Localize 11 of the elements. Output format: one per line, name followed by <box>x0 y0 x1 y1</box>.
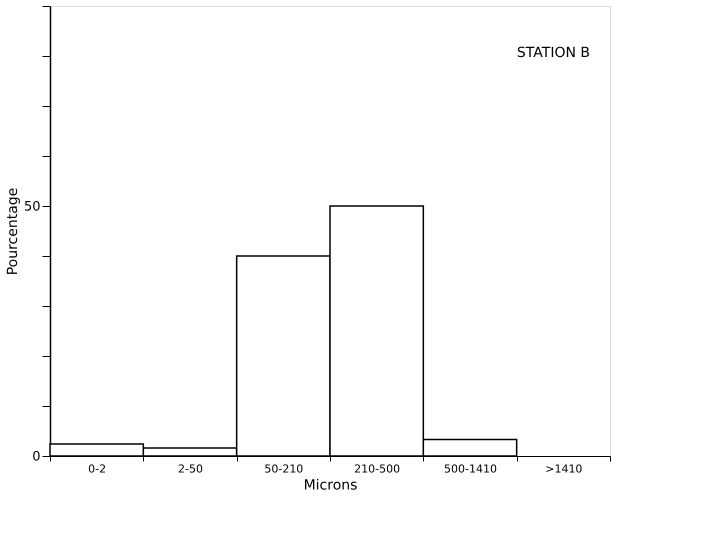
x-tick-label: 0-2 <box>88 462 106 476</box>
y-axis-title: Pourcentage <box>4 188 21 276</box>
annotation: STATION B <box>516 45 590 61</box>
y-tick-label: 50 <box>24 200 40 214</box>
x-tick-label: 500-1410 <box>444 462 497 476</box>
x-tick-label: >1410 <box>545 462 582 476</box>
x-tick-label: 50-210 <box>264 462 304 476</box>
y-tick-label: 0 <box>32 450 40 464</box>
x-tick-label: 210-500 <box>354 462 400 476</box>
x-tick-label: 2-50 <box>178 462 203 476</box>
x-axis-title: Microns <box>304 478 358 494</box>
